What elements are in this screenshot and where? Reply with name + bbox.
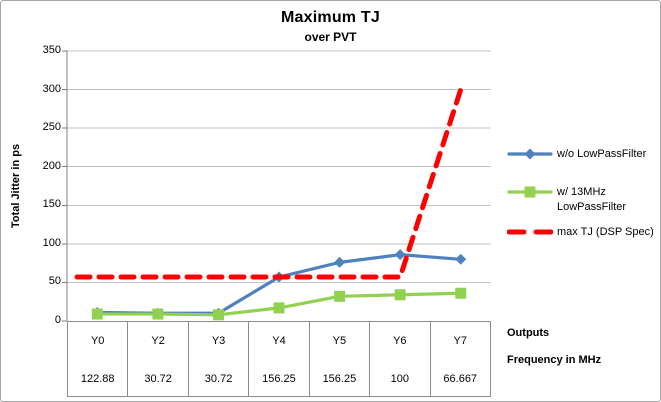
output-label: Y4 bbox=[272, 335, 286, 347]
frequency-value: 122.88 bbox=[80, 373, 115, 385]
marker-diamond bbox=[394, 249, 406, 261]
x-table-cell-Y5: Y5 156.25 bbox=[310, 322, 371, 396]
legend-label: w/ 13MHz LowPassFilter bbox=[557, 186, 627, 213]
x-table-cell-Y6: Y6 100 bbox=[370, 322, 431, 396]
output-label: Y0 bbox=[90, 335, 105, 347]
output-label: Y7 bbox=[453, 335, 467, 347]
marker-square bbox=[334, 290, 346, 302]
x-axis-table: Y0 122.88 Y2 30.72 Y3 30.72 Y4 156.25 Y5 156.25 Y6… bbox=[67, 321, 491, 397]
y-tick-label: 350 bbox=[42, 44, 61, 56]
output-label: Y6 bbox=[393, 335, 407, 347]
y-tick-label: 200 bbox=[42, 159, 61, 172]
frequency-value: 156.25 bbox=[322, 373, 357, 385]
x-table-cell-Y2: Y2 30.72 bbox=[128, 322, 189, 396]
output-label: Y2 bbox=[151, 335, 165, 347]
marker-diamond bbox=[455, 253, 467, 265]
marker-square bbox=[273, 302, 285, 314]
marker-square bbox=[152, 308, 164, 320]
legend-label: w/o LowPassFilter bbox=[557, 148, 647, 160]
legend-label: max TJ (DSP Spec) bbox=[557, 226, 654, 238]
y-tick-label: 300 bbox=[42, 82, 61, 95]
legend-item-0: w/o LowPassFilter bbox=[507, 147, 660, 162]
chart-title: Maximum TJ bbox=[281, 9, 380, 26]
marker-square bbox=[212, 309, 224, 321]
frequency-value: 30.72 bbox=[144, 373, 172, 385]
frequency-value: 156.25 bbox=[262, 373, 296, 385]
marker-diamond bbox=[334, 256, 346, 268]
legend-item-1: w/ 13MHz LowPassFilter bbox=[507, 185, 660, 215]
y-axis-title: Total Jitter in ps bbox=[10, 143, 22, 229]
frequency-value: 30.72 bbox=[204, 373, 233, 385]
y-tick-label: 50 bbox=[48, 275, 61, 288]
legend-swatch-square bbox=[507, 186, 553, 198]
x-table-cell-Y3: Y3 30.72 bbox=[189, 322, 250, 396]
frequency-row-label: Frequency in MHz bbox=[507, 354, 602, 366]
frequency-value: 66.667 bbox=[443, 373, 478, 385]
marker-square bbox=[455, 287, 467, 299]
y-tick-label: 150 bbox=[42, 198, 61, 211]
output-label: Y3 bbox=[211, 335, 226, 347]
y-tick-label: 100 bbox=[42, 236, 61, 249]
y-tick-label: 0 bbox=[54, 314, 61, 326]
legend: w/o LowPassFilter w/ 13MHz LowPassFilter m… bbox=[507, 147, 660, 257]
y-tick-label: 250 bbox=[42, 121, 61, 134]
x-table-cell-Y7: Y7 66.667 bbox=[431, 322, 490, 396]
legend-item-2: max TJ (DSP Spec) bbox=[507, 225, 660, 240]
marker-square bbox=[394, 289, 406, 301]
frequency-value: 100 bbox=[390, 373, 409, 385]
marker-square bbox=[91, 308, 103, 320]
chart-subtitle: over PVT bbox=[304, 30, 357, 44]
outputs-row-label: Outputs bbox=[507, 327, 550, 339]
x-table-cell-Y4: Y4 156.25 bbox=[249, 322, 310, 396]
legend-swatch-diamond bbox=[507, 148, 553, 160]
series-line-2 bbox=[74, 87, 464, 280]
x-table-cell-Y0: Y0 122.88 bbox=[68, 322, 129, 396]
output-label: Y5 bbox=[332, 335, 347, 347]
legend-swatch-none bbox=[507, 229, 553, 235]
